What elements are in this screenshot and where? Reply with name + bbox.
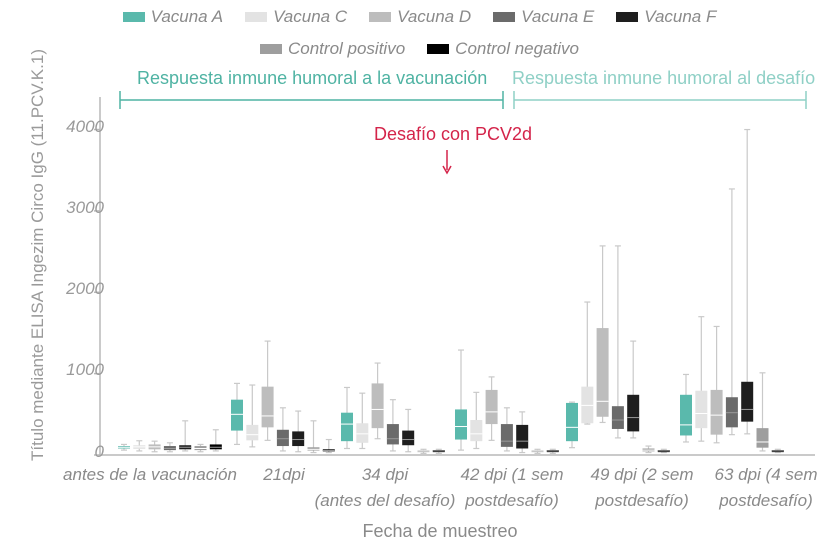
- box-iqr: [627, 394, 640, 432]
- legend-item-vacuna-c: Vacuna C: [245, 7, 347, 27]
- box-iqr: [292, 431, 305, 447]
- box-iqr: [680, 394, 692, 436]
- x-tick-line: 63 dpi (4 sem: [714, 465, 818, 484]
- box-iqr: [566, 402, 578, 442]
- y-tick-label: 4000: [66, 117, 104, 136]
- legend-item-vacuna-a: Vacuna A: [122, 7, 224, 27]
- x-axis-title: Fecha de muestreo: [362, 521, 518, 541]
- x-tick-label: 63 dpi (4 sem postdesafío): [696, 462, 836, 514]
- legend-label: Vacuna F: [644, 7, 717, 26]
- x-tick-line: (antes del desafío): [314, 491, 456, 510]
- box-iqr: [695, 390, 708, 429]
- box-iqr: [710, 389, 723, 435]
- x-tick-label: 49 dpi (2 sem postdesafío): [572, 462, 712, 514]
- legend-label: Control negativo: [455, 39, 579, 58]
- box-iqr: [516, 424, 529, 449]
- legend-label: Vacuna C: [273, 7, 348, 26]
- y-tick-label: 0: [94, 442, 104, 461]
- x-tick-line: postdesafío): [719, 491, 813, 510]
- legend-row-1: Vacuna A Vacuna C Vacuna D Vacuna E Vacu…: [0, 7, 839, 27]
- legend-item-control-positivo: Control positivo: [260, 39, 405, 59]
- legend-label: Control positivo: [288, 39, 406, 58]
- legend-swatch: [493, 12, 516, 22]
- y-axis-title: Título mediante ELISA Ingezim Circo IgG …: [28, 49, 47, 461]
- legend-label: Vacuna E: [521, 7, 595, 26]
- legend-swatch: [616, 12, 639, 22]
- legend-swatch: [427, 44, 450, 54]
- x-tick-label: antes de la vacunación: [58, 462, 242, 488]
- box-iqr: [470, 420, 483, 442]
- legend-swatch: [260, 44, 282, 54]
- y-tick-label: 2000: [66, 279, 104, 298]
- x-tick-line: 42 dpi (1 sem: [460, 465, 564, 484]
- legend-swatch: [369, 12, 392, 22]
- legend-item-vacuna-f: Vacuna F: [616, 7, 716, 27]
- box-iqr: [261, 386, 274, 428]
- box-iqr: [455, 409, 467, 440]
- x-tick-label: 21dpi: [224, 462, 344, 488]
- x-tick-line: postdesafío): [595, 491, 689, 510]
- challenge-annotation: Desafío con PCV2d: [373, 124, 533, 144]
- box-iqr: [402, 430, 415, 446]
- box-iqr: [500, 424, 513, 447]
- x-tick-line: 49 dpi (2 sem: [590, 465, 694, 484]
- y-tick-label: 3000: [66, 198, 104, 217]
- x-tick-label: 42 dpi (1 sem postdesafío): [442, 462, 582, 514]
- box-iqr: [276, 429, 289, 447]
- box-iqr: [356, 423, 369, 443]
- box-iqr: [485, 389, 498, 425]
- box-iqr: [246, 424, 259, 441]
- box-iqr: [596, 328, 609, 417]
- legend-item-vacuna-e: Vacuna E: [493, 7, 594, 27]
- legend-item-control-negativo: Control negativo: [427, 39, 579, 59]
- phase-label-vaccination: Respuesta inmune humoral a la vacunación: [137, 68, 488, 88]
- x-tick-line: 21dpi: [263, 465, 305, 484]
- phase-label-challenge: Respuesta inmune humoral al desafío: [512, 68, 816, 88]
- legend-label: Vacuna A: [150, 7, 224, 26]
- y-tick-label: 1000: [66, 360, 104, 379]
- box-iqr: [371, 383, 384, 429]
- x-tick-line: antes de la vacunación: [63, 465, 237, 484]
- challenge-arrow-head: [442, 165, 452, 175]
- legend-label: Vacuna D: [397, 7, 472, 26]
- legend-row-2: Control positivo Control negativo: [0, 39, 839, 59]
- box-iqr: [386, 424, 399, 445]
- box-iqr: [756, 428, 769, 448]
- legend-item-vacuna-d: Vacuna D: [369, 7, 471, 27]
- box-iqr: [611, 406, 624, 429]
- x-tick-line: 34 dpi: [361, 465, 409, 484]
- legend-swatch: [122, 12, 145, 22]
- box-iqr: [741, 381, 754, 422]
- x-tick-line: postdesafío): [465, 491, 559, 510]
- x-tick-label: 34 dpi (antes del desafío): [310, 462, 460, 514]
- legend-swatch: [245, 12, 268, 22]
- box-iqr: [341, 412, 353, 442]
- box-iqr: [231, 399, 243, 431]
